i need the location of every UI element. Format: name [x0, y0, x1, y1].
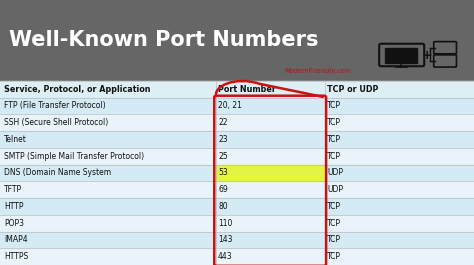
- Text: +: +: [421, 49, 432, 62]
- Text: 20, 21: 20, 21: [218, 101, 242, 111]
- Text: TCP or UDP: TCP or UDP: [327, 85, 378, 94]
- Text: 23: 23: [218, 135, 228, 144]
- Text: 25: 25: [218, 152, 228, 161]
- Bar: [216, 165, 325, 181]
- Bar: [0, 0, 474, 81]
- Bar: [0, 215, 474, 232]
- Text: HTTPS: HTTPS: [4, 252, 28, 261]
- Text: Port Number: Port Number: [218, 85, 276, 94]
- Text: SSH (Secure Shell Protocol): SSH (Secure Shell Protocol): [4, 118, 108, 127]
- Bar: [0, 131, 474, 148]
- Bar: [0, 81, 474, 98]
- Text: Well-Known Port Numbers: Well-Known Port Numbers: [9, 30, 318, 50]
- Text: TCP: TCP: [327, 252, 341, 261]
- Text: TCP: TCP: [327, 219, 341, 228]
- Bar: [0, 181, 474, 198]
- Text: TCP: TCP: [327, 235, 341, 244]
- Text: HTTP: HTTP: [4, 202, 23, 211]
- Text: Service, Protocol, or Application: Service, Protocol, or Application: [4, 85, 150, 94]
- Bar: [0, 248, 474, 265]
- Text: TCP: TCP: [327, 101, 341, 111]
- Text: DNS (Domain Name System: DNS (Domain Name System: [4, 169, 111, 177]
- Text: UDP: UDP: [327, 169, 343, 177]
- Text: TCP: TCP: [327, 152, 341, 161]
- Text: IMAP4: IMAP4: [4, 235, 27, 244]
- Text: 80: 80: [218, 202, 228, 211]
- FancyBboxPatch shape: [379, 44, 424, 66]
- Text: 143: 143: [218, 235, 233, 244]
- Bar: [0, 165, 474, 181]
- Text: 110: 110: [218, 219, 232, 228]
- Text: SMTP (Simple Mail Transfer Protocol): SMTP (Simple Mail Transfer Protocol): [4, 152, 144, 161]
- Text: 69: 69: [218, 185, 228, 194]
- Text: TCP: TCP: [327, 118, 341, 127]
- Text: 443: 443: [218, 252, 233, 261]
- Bar: [0, 98, 474, 114]
- Text: 22: 22: [218, 118, 228, 127]
- Bar: [0, 114, 474, 131]
- Text: UDP: UDP: [327, 185, 343, 194]
- Text: 53: 53: [218, 169, 228, 177]
- Text: TFTP: TFTP: [4, 185, 22, 194]
- Text: FTP (File Transfer Protocol): FTP (File Transfer Protocol): [4, 101, 105, 111]
- FancyBboxPatch shape: [434, 55, 456, 67]
- FancyBboxPatch shape: [434, 42, 456, 54]
- Bar: [0, 198, 474, 215]
- Bar: [0, 148, 474, 165]
- Text: TCP: TCP: [327, 202, 341, 211]
- Bar: [385, 48, 417, 63]
- Text: TCP: TCP: [327, 135, 341, 144]
- Text: ModemFriendly.com: ModemFriendly.com: [284, 68, 352, 74]
- Bar: [0, 232, 474, 248]
- Text: Telnet: Telnet: [4, 135, 27, 144]
- Text: POP3: POP3: [4, 219, 24, 228]
